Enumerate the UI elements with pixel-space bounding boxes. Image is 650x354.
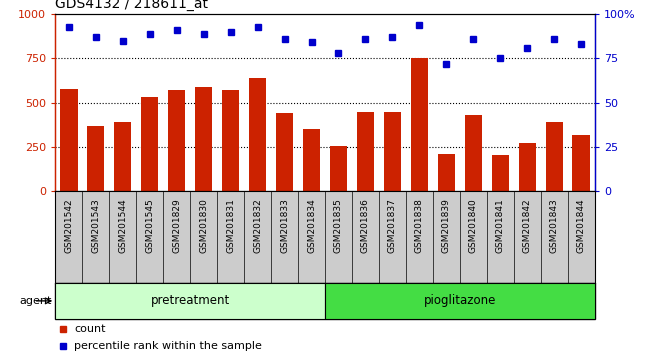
Bar <box>141 97 159 191</box>
Text: GSM201830: GSM201830 <box>199 199 208 253</box>
Text: GSM201833: GSM201833 <box>280 199 289 253</box>
Bar <box>384 112 401 191</box>
Bar <box>276 113 293 191</box>
Text: GSM201542: GSM201542 <box>64 199 73 253</box>
Text: GSM201834: GSM201834 <box>307 199 316 253</box>
Text: pretreatment: pretreatment <box>151 295 229 307</box>
Bar <box>60 88 77 191</box>
Bar <box>519 143 536 191</box>
Text: GSM201543: GSM201543 <box>91 199 100 253</box>
Bar <box>168 90 185 191</box>
Text: GSM201842: GSM201842 <box>523 199 532 253</box>
Text: GSM201837: GSM201837 <box>388 199 397 253</box>
Bar <box>545 122 563 191</box>
Text: GSM201831: GSM201831 <box>226 199 235 253</box>
Bar <box>222 90 239 191</box>
Bar <box>195 87 213 191</box>
Bar <box>573 135 590 191</box>
Text: GSM201832: GSM201832 <box>253 199 262 253</box>
Text: agent: agent <box>20 296 52 306</box>
Text: GSM201841: GSM201841 <box>496 199 505 253</box>
Text: GSM201544: GSM201544 <box>118 199 127 253</box>
Text: GSM201545: GSM201545 <box>145 199 154 253</box>
Text: GSM201843: GSM201843 <box>550 199 559 253</box>
Text: GSM201836: GSM201836 <box>361 199 370 253</box>
Bar <box>55 283 325 319</box>
Text: GSM201839: GSM201839 <box>442 199 451 253</box>
Text: GDS4132 / 218611_at: GDS4132 / 218611_at <box>55 0 208 11</box>
Text: pioglitazone: pioglitazone <box>424 295 496 307</box>
Text: GSM201840: GSM201840 <box>469 199 478 253</box>
Text: GSM201838: GSM201838 <box>415 199 424 253</box>
Bar <box>249 78 266 191</box>
Bar <box>437 154 455 191</box>
Text: GSM201844: GSM201844 <box>577 199 586 253</box>
Bar <box>303 129 320 191</box>
Text: GSM201835: GSM201835 <box>334 199 343 253</box>
Text: GSM201829: GSM201829 <box>172 199 181 253</box>
Bar <box>357 112 374 191</box>
Bar <box>411 58 428 191</box>
Bar <box>465 115 482 191</box>
Bar <box>325 283 595 319</box>
Text: percentile rank within the sample: percentile rank within the sample <box>74 341 262 351</box>
Bar <box>114 122 131 191</box>
Bar <box>491 155 509 191</box>
Bar <box>330 146 347 191</box>
Bar <box>87 126 105 191</box>
Text: count: count <box>74 324 106 333</box>
